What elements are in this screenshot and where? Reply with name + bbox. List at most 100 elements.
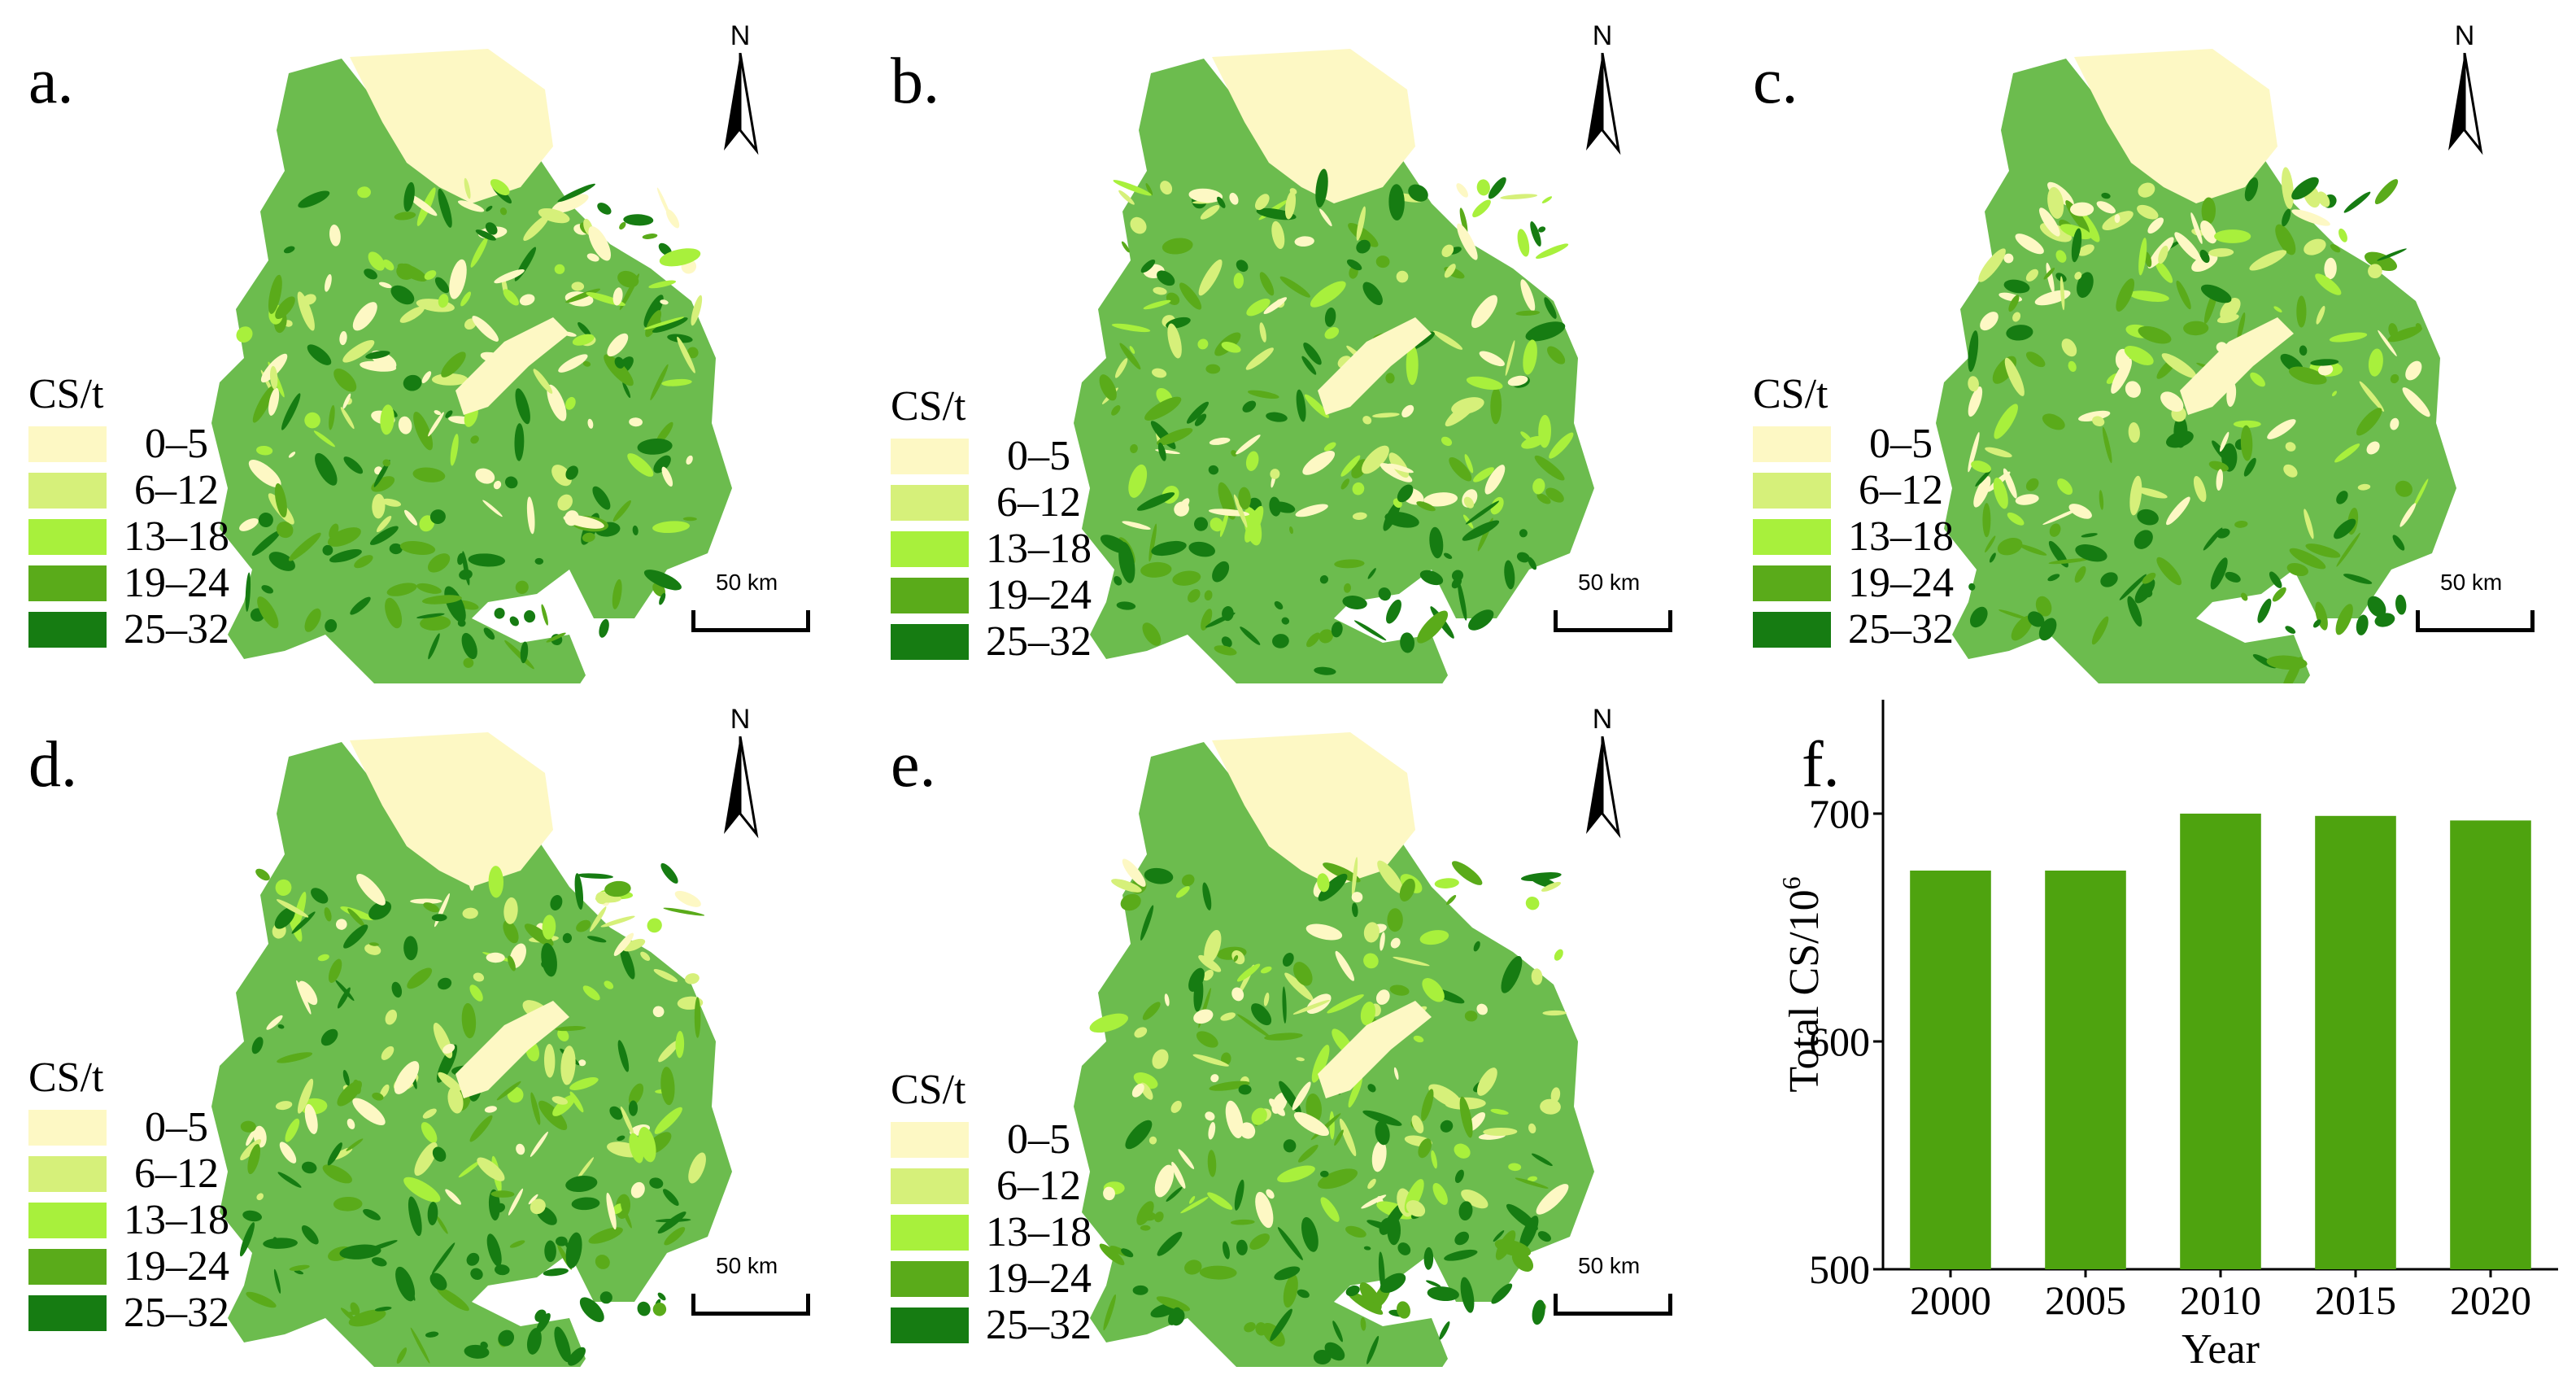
land-patch: [1311, 1045, 1330, 1083]
land-patch: [622, 382, 631, 399]
land-patch: [1121, 241, 1130, 253]
land-patch: [459, 569, 473, 580]
land-patch: [524, 610, 536, 623]
land-patch: [2137, 204, 2159, 220]
bar-2010: [2180, 814, 2261, 1269]
land-patch: [1343, 583, 1352, 593]
land-patch: [1968, 376, 1979, 392]
land-patch: [551, 194, 589, 213]
land-patch: [1426, 1280, 1441, 1287]
land-patch: [1188, 541, 1215, 557]
land-patch: [340, 407, 355, 430]
land-patch: [622, 938, 646, 952]
land-patch: [2285, 626, 2296, 634]
land-patch: [1363, 922, 1380, 943]
land-patch: [403, 181, 415, 212]
land-patch: [1490, 1108, 1509, 1115]
land-patch: [1408, 184, 1428, 202]
land-patch: [256, 445, 273, 456]
land-patch: [2343, 574, 2373, 584]
land-patch: [1538, 414, 1552, 448]
land-patch: [2035, 596, 2052, 617]
land-patch: [1367, 1084, 1376, 1093]
land-patch: [1479, 351, 1505, 367]
land-patch: [381, 498, 402, 507]
land-patch: [643, 570, 682, 591]
land-patch: [612, 500, 631, 522]
low-storage-area: [2074, 49, 2277, 203]
land-patch: [576, 1157, 595, 1181]
carbon-storage-map: [1074, 49, 1594, 683]
land-patch: [2004, 357, 2025, 396]
land-patch: [684, 973, 700, 984]
legend-title: CS/t: [1753, 371, 1828, 417]
land-patch: [368, 251, 385, 271]
land-patch: [460, 291, 472, 307]
land-patch: [346, 1138, 364, 1151]
land-patch: [1537, 1231, 1551, 1242]
land-patch: [236, 326, 253, 343]
land-patch: [2315, 601, 2328, 631]
land-patch: [428, 633, 440, 660]
land-patch: [2395, 480, 2413, 497]
land-patch: [469, 1115, 493, 1142]
land-patch: [592, 486, 611, 510]
land-patch: [663, 907, 705, 916]
legend-swatch: [891, 484, 969, 521]
land-patch: [368, 942, 379, 946]
land-patch: [1348, 223, 1379, 247]
land-patch: [246, 1291, 277, 1308]
scale-label: 50 km: [716, 570, 778, 595]
land-patch: [1432, 1182, 1448, 1205]
land-patch: [1244, 505, 1264, 543]
land-patch: [2208, 461, 2229, 472]
land-patch: [1985, 447, 2012, 458]
land-patch: [403, 509, 418, 526]
land-patch: [483, 627, 495, 640]
land-patch: [468, 860, 476, 891]
land-patch: [1111, 879, 1142, 893]
land-patch: [1266, 1189, 1275, 1199]
land-patch: [1406, 344, 1419, 386]
land-patch: [322, 1164, 352, 1184]
land-patch: [1100, 535, 1129, 554]
legend-label: 19–24: [124, 1242, 229, 1290]
land-patch: [1157, 270, 1175, 286]
land-patch: [645, 310, 662, 338]
land-patch: [2043, 268, 2055, 280]
land-patch: [1217, 196, 1226, 208]
land-patch: [1306, 632, 1320, 648]
land-patch: [1393, 1067, 1399, 1080]
land-patch: [547, 384, 567, 421]
low-storage-area: [1212, 49, 1415, 203]
land-patch: [1145, 183, 1153, 196]
land-patch: [432, 1146, 447, 1162]
land-patch: [285, 1118, 300, 1142]
land-patch: [629, 417, 643, 427]
land-patch: [654, 1107, 682, 1134]
land-patch: [2415, 323, 2422, 330]
land-patch: [484, 1106, 497, 1113]
land-patch: [407, 194, 438, 216]
land-patch: [1542, 1010, 1567, 1016]
land-patch: [1454, 1231, 1470, 1246]
land-patch: [1532, 1153, 1553, 1167]
land-patch: [1380, 1273, 1406, 1294]
map-panel-a: a. N 50 km CS/t 0–5 6–12 13–18 19–24 25–32: [0, 0, 854, 683]
land-patch: [595, 894, 622, 903]
land-patch: [1193, 517, 1209, 531]
land-patch: [541, 943, 557, 977]
land-patch: [1463, 496, 1475, 509]
land-patch: [2291, 177, 2319, 200]
legend-item: 19–24: [891, 1255, 1159, 1302]
land-patch: [239, 517, 259, 531]
x-tick-label: 2015: [2315, 1277, 2396, 1323]
land-patch: [526, 1328, 542, 1355]
land-patch: [1212, 561, 1230, 583]
land-patch: [398, 416, 412, 434]
carbon-storage-map: [211, 732, 732, 1367]
land-patch: [1536, 493, 1551, 504]
land-patch: [2075, 544, 2107, 562]
land-patch: [2128, 422, 2140, 443]
land-patch: [352, 1098, 386, 1126]
